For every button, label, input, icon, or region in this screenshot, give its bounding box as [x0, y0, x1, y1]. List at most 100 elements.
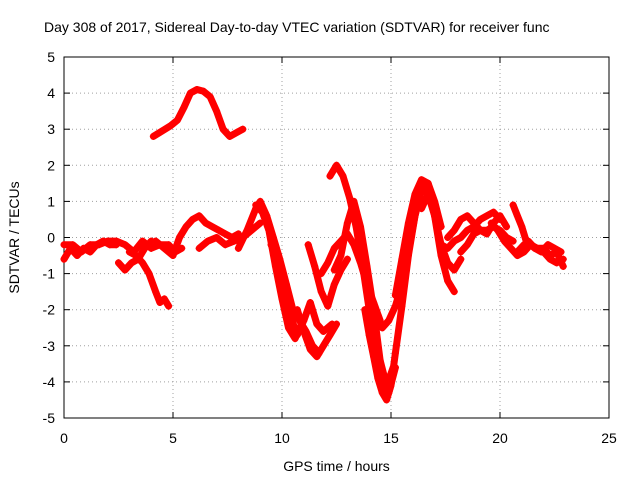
data-point: [559, 262, 567, 270]
data-point: [311, 262, 319, 270]
data-point: [86, 241, 94, 249]
data-point: [128, 259, 136, 267]
data-point: [557, 248, 565, 256]
data-point: [350, 197, 358, 205]
data-point: [424, 179, 432, 187]
data-point: [200, 87, 208, 95]
x-tick-label: 15: [383, 430, 399, 446]
data-point: [195, 244, 203, 252]
data-point: [518, 223, 526, 231]
data-point: [404, 219, 412, 227]
data-point: [463, 212, 471, 220]
data-point: [503, 223, 511, 231]
data-point: [160, 295, 168, 303]
data-point: [149, 132, 157, 140]
data-point: [337, 266, 345, 274]
data-point: [330, 280, 338, 288]
series-track-hump-6h: [152, 212, 242, 260]
data-point: [121, 266, 129, 274]
data-point: [457, 234, 465, 241]
data-point: [483, 212, 491, 220]
data-point: [470, 219, 478, 227]
data-point: [496, 212, 504, 220]
data-point: [520, 241, 528, 249]
data-point: [178, 244, 186, 252]
data-point: [77, 248, 85, 256]
data-point: [202, 219, 210, 227]
data-point: [69, 241, 77, 249]
data-point: [138, 237, 146, 245]
data-point: [385, 317, 393, 325]
data-point: [221, 230, 229, 238]
data-point: [152, 237, 160, 245]
data-point: [152, 288, 160, 296]
data-point: [537, 248, 545, 256]
data-point: [285, 324, 293, 332]
data-point: [370, 306, 378, 314]
data-point: [287, 313, 295, 321]
data-point: [86, 248, 94, 256]
data-point: [134, 255, 142, 263]
y-tick-label: -1: [43, 266, 56, 282]
data-point: [156, 298, 164, 306]
data-point: [265, 226, 273, 234]
data-point: [95, 241, 103, 249]
series-line: [330, 197, 397, 389]
data-point: [256, 219, 264, 227]
data-point: [215, 226, 223, 234]
plot-frame: [63, 56, 610, 419]
data-point: [383, 396, 391, 404]
data-point: [256, 197, 264, 205]
data-point: [343, 255, 351, 263]
data-point: [513, 248, 521, 256]
data-point: [509, 237, 517, 245]
y-tick-label: 5: [47, 49, 55, 65]
data-point: [330, 244, 338, 252]
data-point: [213, 107, 221, 115]
data-point: [141, 244, 149, 252]
data-point: [544, 241, 552, 249]
data-point: [346, 194, 354, 202]
series-line: [252, 201, 306, 343]
data-point: [398, 302, 406, 310]
data-point: [489, 208, 497, 216]
data-point: [243, 226, 251, 234]
series-track-11.2h: [304, 241, 351, 310]
x-axis-label: GPS time / hours: [283, 458, 390, 474]
data-point: [317, 288, 325, 296]
data-point: [167, 122, 175, 130]
series-line: [524, 237, 565, 256]
data-point: [444, 244, 452, 252]
data-point: [208, 223, 216, 231]
data-point: [361, 306, 369, 314]
data-point: [476, 226, 484, 234]
series-track-arc-upper: [149, 85, 247, 140]
data-point: [193, 85, 201, 93]
series-track-21.5h: [524, 237, 565, 256]
data-point: [112, 237, 120, 245]
data-point: [221, 241, 229, 249]
data-point: [121, 241, 129, 249]
data-point: [313, 320, 321, 328]
data-point: [450, 226, 458, 234]
data-point: [182, 223, 190, 231]
data-point: [226, 132, 234, 140]
data-point: [450, 266, 458, 274]
data-point: [531, 244, 539, 252]
data-point: [274, 255, 282, 263]
data-point: [189, 215, 197, 223]
series-track-11.5h: [293, 306, 340, 361]
data-point: [418, 205, 426, 213]
data-point: [206, 93, 214, 101]
y-tick-label: -4: [43, 374, 56, 390]
x-tick-label: 20: [492, 430, 508, 446]
data-point: [160, 244, 168, 252]
data-point: [125, 248, 133, 256]
data-point: [176, 234, 184, 241]
x-tick-label: 25: [601, 430, 617, 446]
data-point: [457, 215, 465, 223]
data-point: [444, 277, 452, 285]
data-point: [313, 353, 321, 361]
data-point: [437, 241, 445, 249]
